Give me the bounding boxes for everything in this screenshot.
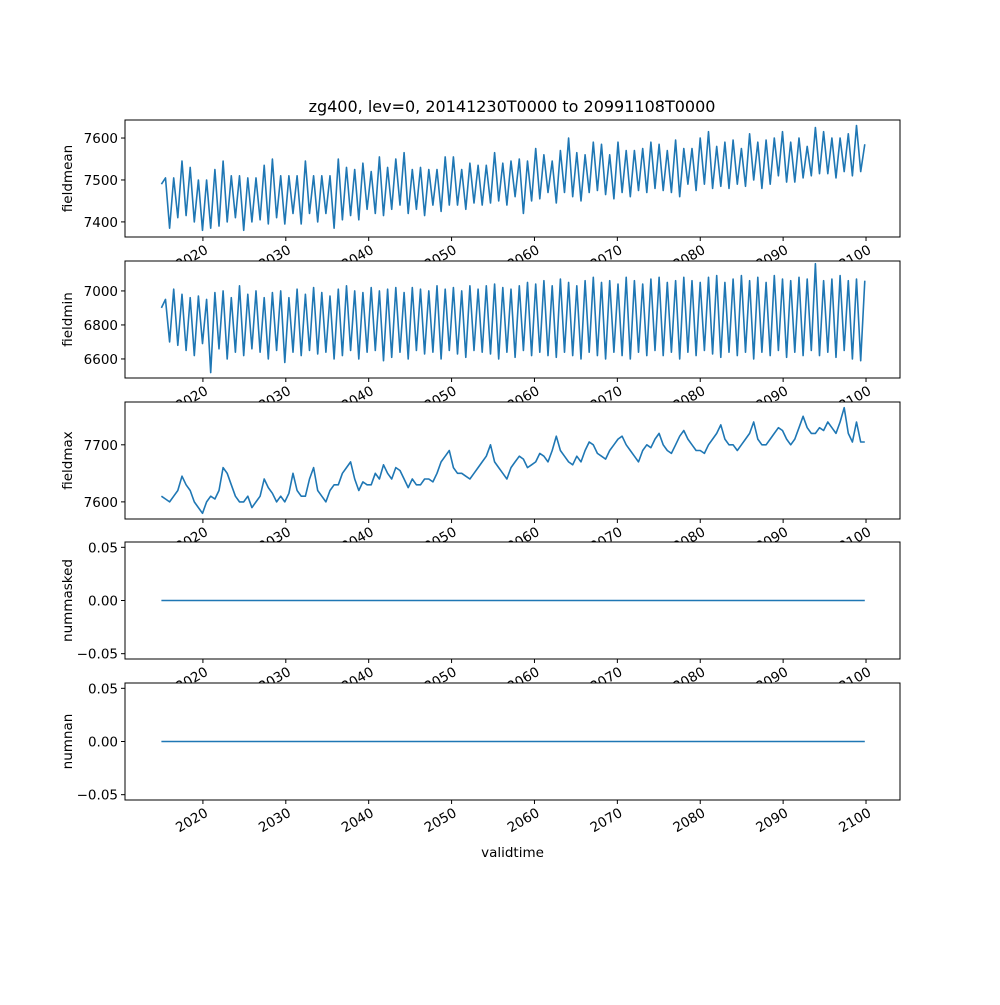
y-tick-label: 6600: [84, 352, 118, 368]
y-tick-label: 0.05: [88, 540, 118, 556]
axes-frame: [124, 119, 901, 238]
series-line-fieldmean: [160, 124, 866, 232]
y-tick-label: 7000: [84, 284, 118, 300]
y-axis-label: fieldmean: [60, 145, 76, 212]
x-axis-label: validtime: [481, 845, 544, 861]
series-line-fieldmax: [160, 406, 865, 515]
y-tick-label: 7500: [84, 173, 118, 189]
axes-frame: [124, 401, 901, 520]
y-tick-label: 7700: [84, 438, 118, 454]
y-tick-label: 7600: [84, 495, 118, 511]
y-axis-label: nummasked: [60, 559, 76, 642]
y-tick-label: 7400: [84, 215, 118, 231]
axes-background: [125, 402, 900, 519]
y-tick-label: 0.05: [88, 681, 118, 697]
chart-title: zg400, lev=0, 20141230T0000 to 20991108T…: [309, 97, 716, 116]
series-line-fieldmin: [160, 262, 866, 374]
y-axis-label: fieldmax: [60, 431, 76, 490]
y-tick-label: 0.00: [88, 735, 118, 751]
y-axis-label: fieldmin: [60, 292, 76, 347]
y-tick-label: 7600: [84, 131, 118, 147]
y-tick-label: 6800: [84, 318, 118, 334]
y-tick-label: 0.00: [88, 594, 118, 610]
y-tick-label: −0.05: [77, 788, 118, 804]
y-axis-label: numnan: [60, 714, 76, 770]
y-tick-label: −0.05: [77, 647, 118, 663]
axes-frame: [124, 260, 901, 379]
